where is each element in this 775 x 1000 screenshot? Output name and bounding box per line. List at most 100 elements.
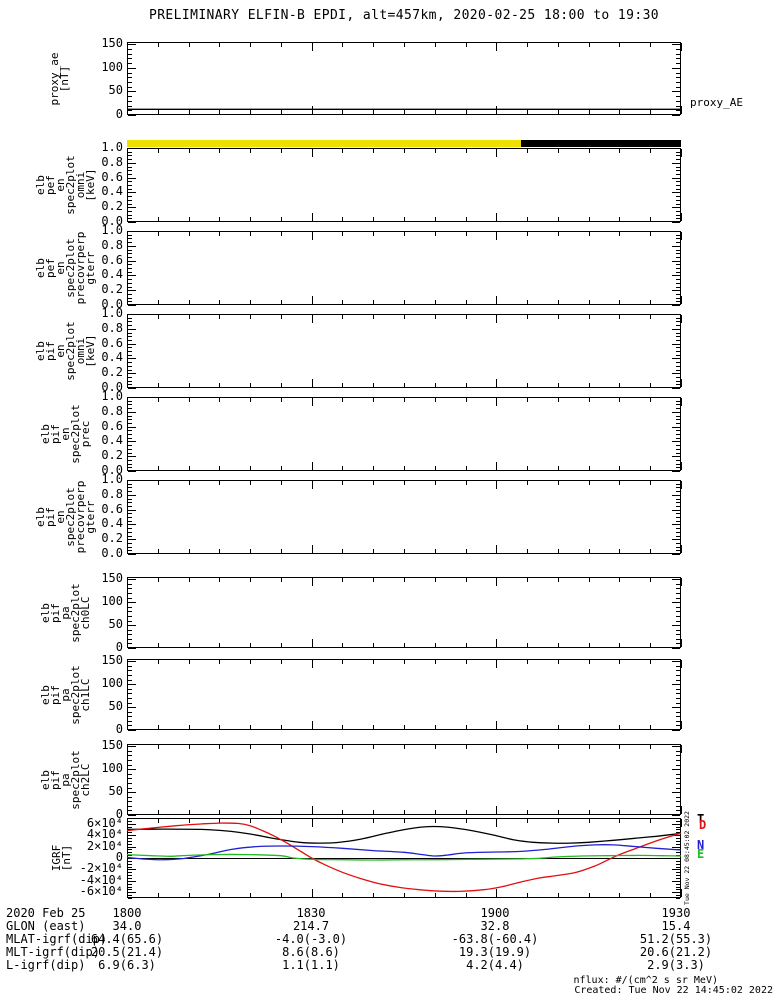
y-tick-label: 100 [101, 60, 123, 74]
igrf-legend-letter-E: E [697, 847, 705, 861]
y-tick-label: 0 [115, 640, 123, 654]
y-tick-label: 2×10⁴ [86, 839, 123, 853]
ephemeris-value: 4.2(4.4) [466, 958, 524, 972]
y-tick-label: 0.8 [101, 487, 123, 501]
ylabel-proxy_ae: proxy_ae [nT] [48, 52, 71, 105]
y-tick-label: 50 [108, 83, 123, 97]
y-tick-label: 0.2 [101, 531, 123, 545]
panel-elb_pef_en_spec2plot_precovrperp_gterr [127, 231, 682, 306]
ephemeris-value: 34.0 [112, 919, 142, 933]
y-tick-label: 0 [115, 850, 123, 864]
ephemeris-value: 1900 [480, 906, 510, 920]
y-tick-label: -4×10⁴ [79, 873, 123, 887]
y-tick-label: 0.6 [101, 253, 123, 267]
panel-elb_pif_en_spec2plot_precovrperp_gterr [127, 480, 682, 555]
y-tick-label: 0.8 [101, 155, 123, 169]
y-tick-label: 1.0 [101, 140, 123, 154]
ephemeris-value: 20.6(21.2) [639, 945, 713, 959]
y-tick-label: 0.6 [101, 419, 123, 433]
y-tick-label: 0.4 [101, 267, 123, 281]
ylabel-elb_pef_en_spec2plot_omni: elb pef en spec2plot omni [keV] [34, 155, 97, 215]
y-tick-label: 0.8 [101, 321, 123, 335]
timestamp-watermark: Tue Nov 22 08:45:02 2022 [683, 811, 691, 905]
y-tick-label: 0 [115, 107, 123, 121]
ylabel-elb_pef_en_spec2plot_precovrperp_gterr: elb pef en spec2plot precovrperp gterr [34, 231, 97, 305]
y-tick-label: 0.0 [101, 214, 123, 228]
ephemeris-value: 214.7 [292, 919, 330, 933]
ephemeris-value: 32.8 [480, 919, 510, 933]
y-tick-label: 0.8 [101, 404, 123, 418]
y-tick-label: 0.0 [101, 380, 123, 394]
panel-igrf [126, 818, 682, 899]
y-tick-label: 0.4 [101, 516, 123, 530]
igrf-legend-letter-T: T [697, 812, 705, 826]
y-tick-label: 0.6 [101, 336, 123, 350]
ephemeris-row-label: MLAT-igrf(dip) [6, 932, 108, 946]
ephemeris-value: 2.9(3.3) [647, 958, 705, 972]
y-tick-label: 0.2 [101, 282, 123, 296]
igrf-legend-letter-D: D [699, 818, 707, 832]
proxy-ae-right-label: proxy_AE [690, 96, 743, 109]
y-tick-label: 0.2 [101, 448, 123, 462]
series-igrf-N [126, 844, 682, 861]
y-tick-label: 0.2 [101, 365, 123, 379]
ylabel-elb_pif_pa_spec2plot_ch1LC: elb pif pa spec2plot ch1LC [39, 664, 92, 725]
y-tick-label: 0.2 [101, 199, 123, 213]
ephemeris-row-label: 2020 Feb 25 [6, 906, 86, 920]
y-tick-label: 0.0 [101, 297, 123, 311]
y-tick-label: 150 [101, 36, 123, 50]
ephemeris-value: -63.8(-60.4) [451, 932, 539, 946]
ephemeris-value: 6.9(6.3) [98, 958, 156, 972]
y-tick-label: 50 [108, 784, 123, 798]
ephemeris-value: -4.0(-3.0) [274, 932, 348, 946]
y-tick-label: 50 [108, 699, 123, 713]
ylabel-elb_pif_en_spec2plot_precovrperp_gterr: elb pif en spec2plot precovrperp gterr [34, 480, 97, 554]
y-tick-label: 0.6 [101, 502, 123, 516]
ephemeris-value: 1.1(1.1) [282, 958, 340, 972]
y-tick-label: 0.4 [101, 350, 123, 364]
y-tick-label: 0.8 [101, 238, 123, 252]
ephemeris-row-label: MLT-igrf(dip) [6, 945, 100, 959]
ylabel-igrf: IGRF [nT] [50, 844, 73, 872]
igrf-legend-letter-N: N [697, 838, 705, 852]
panel-elb_pif_en_spec2plot_omni [127, 314, 682, 389]
y-tick-label: 0 [115, 807, 123, 821]
ephemeris-row-label: L-igrf(dip) [6, 958, 86, 972]
y-tick-label: 0.6 [101, 170, 123, 184]
y-tick-label: -6×10⁴ [79, 884, 123, 898]
ephemeris-value: 8.6(8.6) [282, 945, 340, 959]
panel-elb_pif_en_spec2plot_prec [127, 397, 682, 472]
y-tick-label: 150 [101, 571, 123, 585]
ephemeris-value: 1930 [661, 906, 691, 920]
created-timestamp: Created: Tue Nov 22 14:45:02 2022 [574, 985, 773, 996]
ephemeris-value: 51.2(55.3) [639, 932, 713, 946]
y-tick-label: 0.0 [101, 546, 123, 560]
y-tick-label: 1.0 [101, 223, 123, 237]
y-tick-label: 4×10⁴ [86, 827, 123, 841]
ylabel-elb_pif_en_spec2plot_prec: elb pif en spec2plot prec [39, 404, 92, 464]
y-tick-label: 1.0 [101, 306, 123, 320]
panel-proxy_ae [127, 42, 682, 116]
ylabel-elb_pif_pa_spec2plot_ch2LC: elb pif pa spec2plot ch2LC [39, 749, 92, 810]
ephemeris-value: 19.3(19.9) [458, 945, 532, 959]
y-tick-label: 100 [101, 676, 123, 690]
panel-elb_pif_pa_spec2plot_ch2LC [127, 744, 682, 816]
ephemeris-row-label: GLON (east) [6, 919, 86, 933]
series-igrf-T [126, 825, 682, 844]
y-tick-label: 0 [115, 722, 123, 736]
ylabel-elb_pif_pa_spec2plot_ch0LC: elb pif pa spec2plot ch0LC [39, 582, 92, 643]
y-tick-label: 150 [101, 653, 123, 667]
ephemeris-value: 15.4 [661, 919, 691, 933]
nflux-units-note: nflux: #/(cm^2 s sr MeV) [573, 975, 719, 986]
y-tick-label: 6×10⁴ [86, 816, 123, 830]
y-tick-label: 50 [108, 617, 123, 631]
ylabel-elb_pif_en_spec2plot_omni: elb pif en spec2plot omni [keV] [34, 321, 97, 381]
y-tick-label: 1.0 [101, 389, 123, 403]
panel-elb_pif_pa_spec2plot_ch1LC [127, 659, 682, 731]
panel-elb_pif_pa_spec2plot_ch0LC [127, 577, 682, 649]
y-tick-label: -2×10⁴ [79, 861, 123, 875]
y-tick-label: 1.0 [101, 472, 123, 486]
plot-title: PRELIMINARY ELFIN-B EPDI, alt=457km, 202… [148, 8, 660, 23]
y-tick-label: 0.4 [101, 184, 123, 198]
